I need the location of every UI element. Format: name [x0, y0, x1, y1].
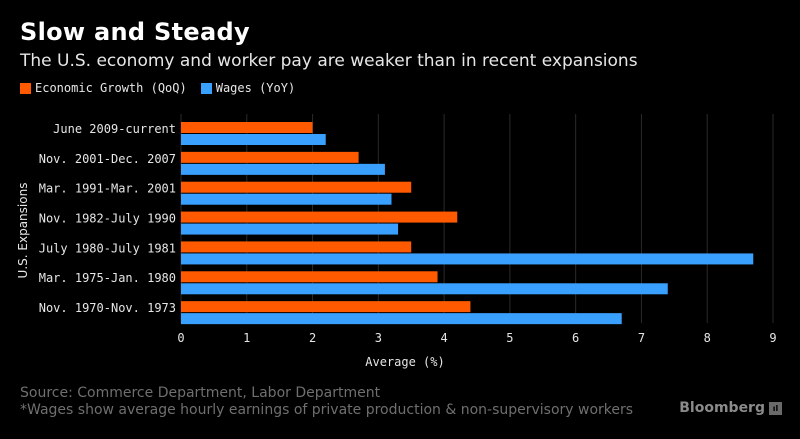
bar-economic-growth	[181, 211, 458, 223]
bar-economic-growth	[181, 241, 412, 253]
bar-economic-growth	[181, 122, 313, 133]
bar-wages	[181, 253, 754, 265]
bar-wages	[181, 283, 668, 295]
legend-item-wages: Wages (YoY)	[200, 81, 296, 95]
y-category-label: Nov. 2001-Dec. 2007	[39, 152, 176, 166]
bar-wages	[181, 223, 399, 235]
bar-wages	[181, 134, 326, 145]
brand-badge-icon: ıl	[769, 401, 782, 415]
bar-wages	[181, 193, 392, 205]
brand-name: Bloomberg	[679, 400, 765, 416]
bar-economic-growth	[181, 301, 471, 313]
x-tick-label: 1	[243, 331, 250, 345]
x-tick-label: 0	[177, 331, 184, 345]
x-tick-label: 3	[375, 331, 382, 345]
x-tick-label: 9	[769, 331, 776, 345]
legend-label-growth: Economic Growth (QoQ)	[35, 81, 187, 95]
legend-swatch-growth	[20, 82, 31, 94]
x-tick-label: 6	[572, 331, 579, 345]
brand-logo: Bloomberg ıl	[679, 400, 782, 416]
y-category-label: June 2009-current	[53, 122, 176, 136]
bar-wages	[181, 313, 622, 325]
y-category-label: Mar. 1991-Mar. 2001	[39, 182, 176, 196]
bar-economic-growth	[181, 181, 412, 193]
chart-title: Slow and Steady	[20, 18, 250, 46]
y-axis-title: U.S. Expansions	[16, 183, 30, 279]
bar-wages	[181, 163, 385, 175]
x-tick-label: 7	[638, 331, 645, 345]
x-tick-label: 8	[704, 331, 711, 345]
legend: Economic Growth (QoQ) Wages (YoY)	[20, 81, 309, 95]
legend-label-wages: Wages (YoY)	[215, 81, 296, 95]
x-axis-title: Average (%)	[365, 355, 444, 369]
x-tick-label: 5	[506, 331, 513, 345]
bar-economic-growth	[181, 151, 359, 163]
source-note: Source: Commerce Department, Labor Depar…	[20, 385, 381, 401]
x-tick-label: 2	[309, 331, 316, 345]
y-category-label: July 1980-July 1981	[39, 241, 176, 255]
x-tick-label: 4	[440, 331, 447, 345]
legend-swatch-wages	[200, 82, 212, 94]
y-category-label: Nov. 1982-July 1990	[39, 212, 176, 226]
chart-subtitle: The U.S. economy and worker pay are weak…	[20, 51, 638, 71]
bar-economic-growth	[181, 271, 438, 283]
legend-item-growth: Economic Growth (QoQ)	[20, 81, 187, 95]
y-category-label: Nov. 1970-Nov. 1973	[39, 301, 176, 315]
footnote: *Wages show average hourly earnings of p…	[20, 402, 634, 418]
y-category-label: Mar. 1975-Jan. 1980	[39, 271, 176, 285]
